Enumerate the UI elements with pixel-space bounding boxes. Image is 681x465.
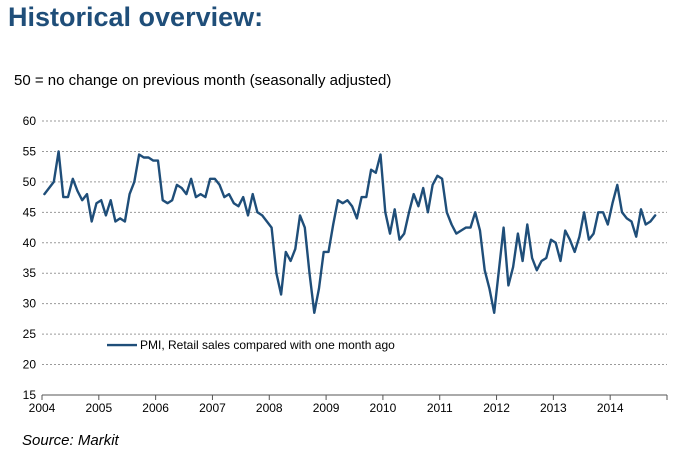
x-tick-label-2013: 2013 [540, 401, 567, 415]
x-tick-label-2014: 2014 [597, 401, 624, 415]
x-tick-label-2004: 2004 [29, 401, 56, 415]
x-tick-label-2009: 2009 [313, 401, 340, 415]
y-tick-label-45: 45 [23, 205, 37, 219]
chart-subtitle: 50 = no change on previous month (season… [14, 72, 392, 89]
x-tick-label-2006: 2006 [142, 401, 169, 415]
x-tick-label-2008: 2008 [256, 401, 283, 415]
y-tick-label-40: 40 [23, 236, 37, 250]
x-tick-label-2012: 2012 [483, 401, 510, 415]
y-tick-label-60: 60 [23, 114, 37, 128]
y-tick-label-50: 50 [23, 175, 37, 189]
y-tick-label-15: 15 [23, 388, 37, 402]
x-tick-label-2010: 2010 [370, 401, 397, 415]
y-tick-label-35: 35 [23, 266, 37, 280]
x-tick-label-2011: 2011 [427, 401, 453, 415]
chart-title: Historical overview: [8, 2, 264, 32]
series-line-0 [43, 150, 657, 314]
x-tick-label-2005: 2005 [85, 401, 112, 415]
x-tick-label-2007: 2007 [199, 401, 226, 415]
y-tick-label-20: 20 [23, 358, 37, 372]
y-tick-label-30: 30 [23, 297, 37, 311]
y-tick-label-55: 55 [23, 144, 37, 158]
legend-label-0: PMI, Retail sales compared with one mont… [140, 338, 395, 352]
source-note: Source: Markit [22, 432, 119, 449]
y-tick-label-25: 25 [23, 327, 37, 341]
